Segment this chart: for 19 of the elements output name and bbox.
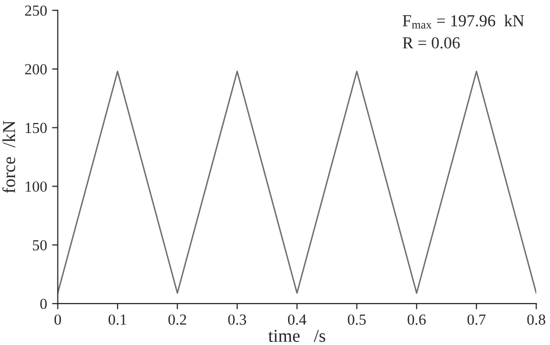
x-tick-label: 0 [54, 314, 61, 325]
x-tick-label: 0.7 [467, 314, 486, 325]
annotation: R = 0.06 [402, 37, 460, 49]
x-tick-label: 0.6 [408, 314, 426, 325]
y-tick-label: 50 [32, 240, 47, 250]
y-axis-title: force /kN [2, 120, 16, 194]
x-tick-label: 0.8 [527, 314, 546, 325]
y-tick-label: 0 [40, 298, 47, 310]
y-tick-label: 250 [25, 5, 47, 16]
y-tick-label: 150 [26, 122, 47, 134]
x-tick-label: 0.2 [168, 314, 186, 325]
annotation: F$_{max}$ = 197.96 kN [402, 14, 524, 29]
y-tick-label: 200 [25, 64, 47, 74]
x-tick-label: 0.5 [348, 314, 366, 325]
x-tick-label: 0.3 [228, 314, 246, 325]
y-tick-label: 100 [26, 181, 47, 192]
x-tick-label: 0.4 [288, 314, 306, 325]
x-tick-label: 0.1 [108, 314, 126, 325]
x-axis-title: time /s [268, 330, 326, 342]
